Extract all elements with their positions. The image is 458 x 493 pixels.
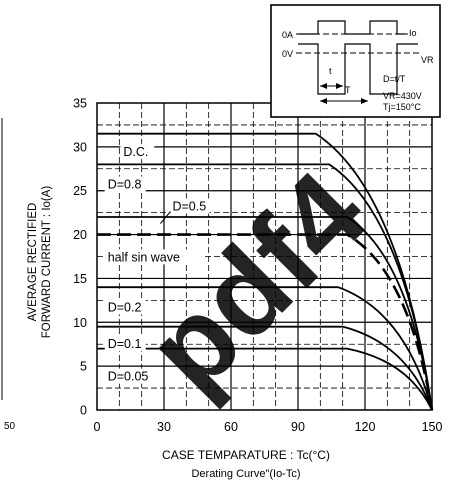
series-label: D=0.2 xyxy=(108,300,142,314)
series-line xyxy=(97,347,433,411)
series-label: half sin wave xyxy=(108,250,180,264)
series-label: D.C. xyxy=(123,145,148,159)
series-layer xyxy=(97,132,434,411)
series-label: D=0.05 xyxy=(108,370,149,384)
series-labels: D.C. D=0.8 D=0.5 half sin wave D=0.2 D=0.1 D=0… xyxy=(104,144,210,384)
watermark: pdf4 xyxy=(122,147,391,416)
series-label-bg xyxy=(104,299,146,315)
y-axis-label-line1: AVERAGE RECTIFIED xyxy=(27,203,39,322)
x-tick-label: 60 xyxy=(224,420,238,434)
series-label-bg xyxy=(104,336,146,352)
inset-label-io: Io xyxy=(409,28,417,38)
x-tick-label: 120 xyxy=(355,420,376,434)
y-tick-label: 35 xyxy=(73,97,87,111)
series-label-bg xyxy=(170,198,210,214)
inset-arrowheads-t xyxy=(320,83,343,89)
x-tick-label: 150 xyxy=(422,420,443,434)
y-tick-label: 10 xyxy=(73,316,87,330)
inset-label-0v: 0V xyxy=(282,49,293,59)
inset-label-vr: VR xyxy=(421,55,434,65)
left-edge-fragment: 50 xyxy=(4,421,16,432)
x-tick-label: 30 xyxy=(157,420,171,434)
y-tick-label: 30 xyxy=(73,140,87,154)
chart-caption: Derating Curve"(Io-Tc) xyxy=(191,468,300,480)
tick-labels: 0 30 60 90 120 150 0 5 10 15 20 25 30 35 xyxy=(73,97,442,435)
y-tick-label: 20 xyxy=(73,228,87,242)
y-axis-label-line2: FORWARD CURRENT : Io(A) xyxy=(41,186,53,339)
series-line xyxy=(97,233,434,411)
series-label: D=0.8 xyxy=(108,178,142,192)
inset-label-t: t xyxy=(329,66,332,76)
x-tick-label: 0 xyxy=(94,420,101,434)
series-label-bg xyxy=(120,144,155,160)
y-tick-label: 15 xyxy=(73,272,87,286)
series-label-bg xyxy=(104,176,146,192)
inset-io-wave xyxy=(298,20,405,35)
series-line xyxy=(97,325,433,411)
inset-formula-vr: VR=430V xyxy=(383,91,422,101)
inset-formula-tj: Tj=150°C xyxy=(383,102,421,112)
inset-formula-d: D=t/T xyxy=(383,74,406,84)
series-label-bg xyxy=(104,249,202,265)
watermark-text: pdf4 xyxy=(122,147,391,416)
plot-frame xyxy=(96,102,433,411)
series-label-leader xyxy=(160,211,171,224)
x-axis-label: CASE TEMPARATURE : Tc(°C) xyxy=(162,448,330,462)
series-label-bg xyxy=(104,368,153,384)
y-tick-label: 5 xyxy=(80,360,87,374)
series-label: D=0.1 xyxy=(108,337,142,351)
inset-vr-wave xyxy=(298,43,418,95)
x-tick-label: 90 xyxy=(291,420,305,434)
inset-label-period: T xyxy=(345,85,351,95)
y-tick-label: 0 xyxy=(80,404,87,418)
inset-label-0a: 0A xyxy=(282,30,293,40)
inset-frame xyxy=(270,4,441,118)
series-line xyxy=(97,286,433,411)
series-label: D=0.5 xyxy=(172,200,206,214)
y-tick-label: 25 xyxy=(73,184,87,198)
